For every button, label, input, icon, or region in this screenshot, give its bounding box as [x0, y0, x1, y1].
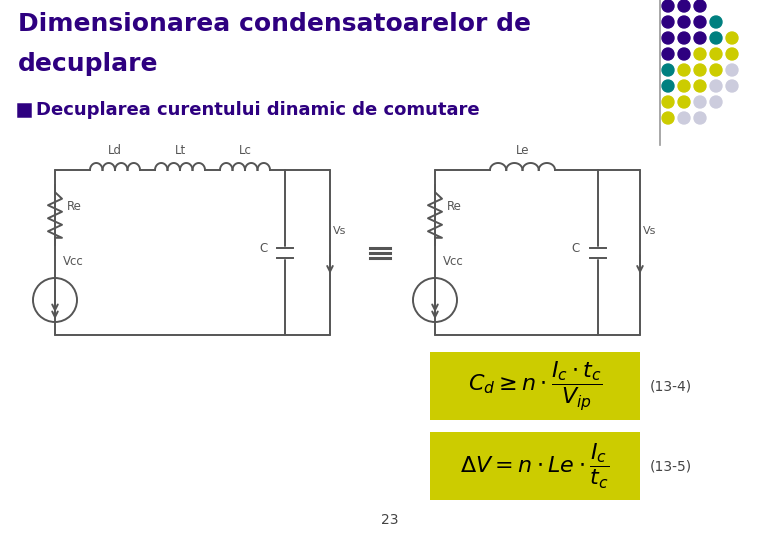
Circle shape	[710, 48, 722, 60]
Circle shape	[726, 32, 738, 44]
Text: Lc: Lc	[239, 144, 251, 157]
Bar	[430, 352, 640, 420]
Circle shape	[662, 80, 674, 92]
Text: Decuplarea curentului dinamic de comutare: Decuplarea curentului dinamic de comutar…	[36, 101, 480, 119]
Text: Lt: Lt	[175, 144, 186, 157]
Text: decuplare: decuplare	[18, 52, 158, 76]
Circle shape	[726, 48, 738, 60]
Text: Vcc: Vcc	[443, 255, 464, 268]
Circle shape	[710, 32, 722, 44]
Circle shape	[662, 48, 674, 60]
Text: C: C	[259, 242, 267, 255]
Text: Vs: Vs	[643, 226, 657, 237]
Circle shape	[694, 80, 706, 92]
Text: $C_d \geq n \cdot \dfrac{I_c \cdot t_c}{V_{ip}}$: $C_d \geq n \cdot \dfrac{I_c \cdot t_c}{…	[468, 359, 602, 413]
Text: Re: Re	[447, 200, 462, 213]
Text: 23: 23	[381, 513, 399, 527]
Circle shape	[678, 80, 690, 92]
Circle shape	[710, 64, 722, 76]
Text: (13-5): (13-5)	[650, 459, 692, 473]
Circle shape	[678, 96, 690, 108]
Circle shape	[694, 112, 706, 124]
Circle shape	[694, 16, 706, 28]
Circle shape	[726, 64, 738, 76]
Circle shape	[710, 96, 722, 108]
Circle shape	[694, 96, 706, 108]
Circle shape	[710, 16, 722, 28]
Circle shape	[678, 64, 690, 76]
Text: Le: Le	[516, 144, 530, 157]
Circle shape	[694, 0, 706, 12]
Circle shape	[678, 48, 690, 60]
Circle shape	[662, 16, 674, 28]
Circle shape	[710, 80, 722, 92]
Circle shape	[678, 112, 690, 124]
Circle shape	[662, 0, 674, 12]
Circle shape	[662, 96, 674, 108]
Circle shape	[678, 16, 690, 28]
Text: (13-4): (13-4)	[650, 379, 692, 393]
Circle shape	[678, 0, 690, 12]
Text: Vs: Vs	[333, 226, 346, 237]
Text: Ld: Ld	[108, 144, 122, 157]
Circle shape	[662, 112, 674, 124]
Circle shape	[662, 32, 674, 44]
Circle shape	[726, 80, 738, 92]
Bar	[430, 432, 640, 500]
Circle shape	[694, 32, 706, 44]
Circle shape	[662, 64, 674, 76]
Circle shape	[694, 48, 706, 60]
Text: Dimensionarea condensatoarelor de: Dimensionarea condensatoarelor de	[18, 12, 531, 36]
Circle shape	[694, 64, 706, 76]
Text: Re: Re	[67, 200, 82, 213]
Circle shape	[678, 32, 690, 44]
Text: Vcc: Vcc	[63, 255, 83, 268]
Text: C: C	[572, 242, 580, 255]
Bar	[18, 104, 30, 116]
Text: $\Delta V = n \cdot Le \cdot \dfrac{I_c}{t_c}$: $\Delta V = n \cdot Le \cdot \dfrac{I_c}…	[460, 441, 610, 490]
